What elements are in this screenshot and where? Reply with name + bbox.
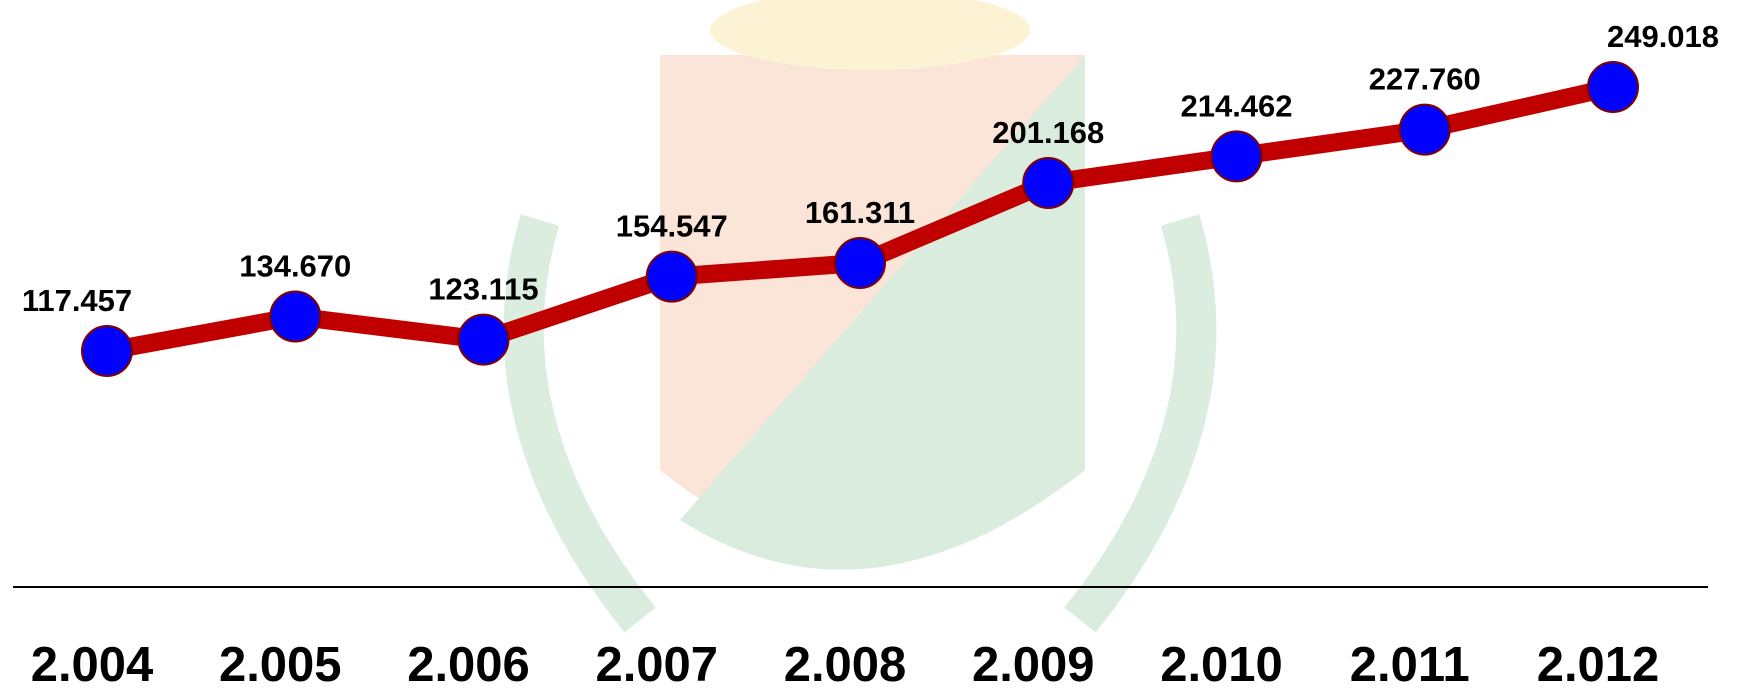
- value-label: 117.457: [22, 283, 132, 318]
- marker: [645, 250, 698, 303]
- value-label: 214.462: [1180, 88, 1292, 123]
- value-label: 161.311: [805, 195, 915, 230]
- x-tick-label: 2.007: [595, 638, 718, 691]
- x-tick-label: 2.008: [784, 638, 907, 691]
- x-tick-label: 2.010: [1160, 638, 1283, 691]
- x-tick-label: 2.004: [31, 638, 154, 691]
- x-tick-label: 2.011: [1350, 638, 1470, 691]
- marker: [834, 236, 886, 289]
- x-tick-label: 2.006: [407, 638, 530, 691]
- marker: [269, 290, 322, 343]
- marker: [81, 325, 133, 377]
- marker: [1587, 61, 1639, 113]
- value-label: 123.115: [428, 272, 538, 307]
- marker: [1022, 157, 1075, 210]
- value-label: 227.760: [1369, 62, 1481, 97]
- value-label: 154.547: [616, 209, 728, 244]
- x-tick-label: 2.012: [1537, 638, 1660, 691]
- x-tick-label: 2.005: [219, 638, 342, 691]
- value-label: 249.018: [1607, 19, 1719, 54]
- marker: [457, 313, 510, 366]
- value-label: 134.670: [239, 248, 351, 283]
- marker: [1398, 103, 1451, 156]
- value-label: 201.168: [992, 115, 1104, 150]
- marker: [1210, 130, 1263, 183]
- background-emblem: [503, 0, 1217, 633]
- x-tick-label: 2.009: [972, 638, 1095, 691]
